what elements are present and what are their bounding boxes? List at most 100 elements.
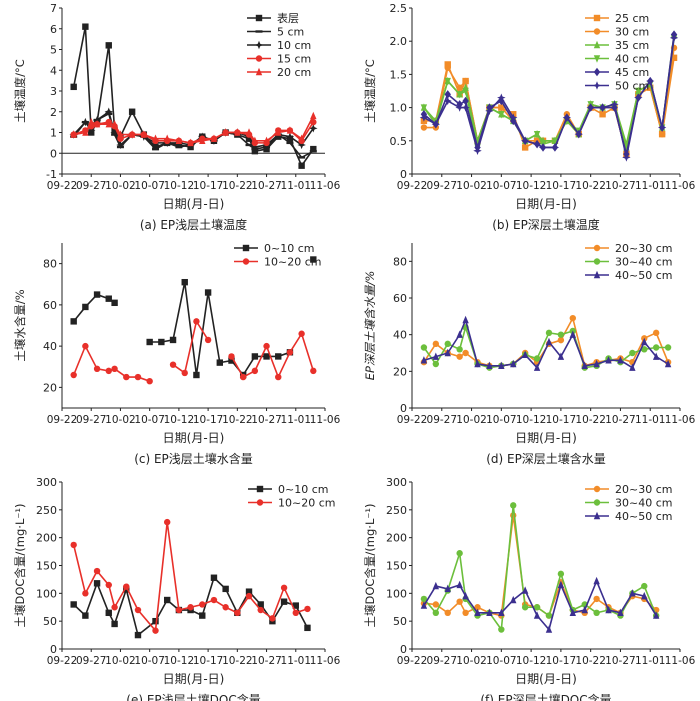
data-point	[641, 337, 648, 346]
legend-item: 20~30 cm	[585, 483, 672, 496]
data-point	[245, 143, 253, 147]
data-point	[462, 591, 469, 600]
legend-marker	[593, 40, 601, 49]
y-tick-label: 150	[386, 560, 407, 573]
x-tick-label: 10-27	[605, 414, 636, 426]
data-point	[557, 570, 565, 578]
data-point	[164, 518, 171, 526]
data-point	[263, 342, 270, 350]
x-tick-label: 10-22	[575, 655, 606, 667]
data-point	[641, 591, 648, 600]
data-point	[474, 359, 481, 368]
data-point	[250, 142, 260, 152]
legend-label: 40 cm	[615, 53, 649, 66]
data-point	[432, 360, 440, 368]
data-point	[456, 353, 463, 360]
data-point	[70, 318, 77, 325]
data-point	[533, 611, 541, 619]
data-point	[419, 113, 429, 122]
data-point	[175, 136, 183, 144]
series	[70, 111, 317, 147]
legend-item: 10~20 cm	[248, 497, 335, 510]
data-point	[164, 134, 171, 142]
series-line	[73, 115, 315, 144]
x-tick-label: 11-06	[665, 414, 696, 426]
data-point	[181, 278, 188, 286]
data-point	[557, 331, 565, 338]
data-point	[111, 620, 118, 628]
y-tick-label: 0	[50, 147, 57, 160]
legend-marker	[255, 14, 263, 22]
x-tick-label: 10-27	[251, 655, 282, 667]
chart-caption: (b) EP深层土壤温度	[492, 217, 600, 232]
x-tick-label: 09-22	[47, 414, 78, 426]
legend-marker	[255, 30, 263, 33]
data-point	[533, 355, 541, 362]
legend-marker	[593, 14, 601, 22]
chart-panel: 05010015020025030009-2209-2710-0210-0710…	[13, 476, 341, 701]
legend-item: 30~40 cm	[585, 256, 672, 269]
legend-item: 20~30 cm	[585, 242, 672, 255]
data-point	[152, 617, 159, 625]
data-point	[152, 627, 159, 634]
data-point	[82, 128, 89, 136]
y-tick-label: 60	[43, 299, 57, 312]
legend-marker	[254, 40, 264, 50]
y-tick-label: 3	[50, 85, 57, 98]
x-tick-label: 10-22	[575, 414, 606, 426]
data-point	[641, 346, 648, 353]
data-point	[593, 609, 600, 617]
y-tick-label: 0	[400, 168, 407, 181]
x-tick-label: 10-12	[164, 655, 195, 667]
y-tick-label: 80	[43, 258, 57, 271]
data-point	[193, 371, 200, 379]
x-tick-label: 10-12	[164, 414, 195, 426]
legend-item: 10~20 cm	[234, 256, 321, 269]
data-point	[105, 42, 112, 49]
data-point	[473, 146, 482, 155]
data-point	[550, 143, 560, 152]
series-line	[423, 324, 669, 369]
data-point	[234, 609, 241, 617]
data-point	[93, 365, 101, 373]
data-point	[532, 139, 542, 149]
legend-item: 35 cm	[585, 39, 649, 52]
data-point	[610, 100, 619, 109]
x-tick-label: 10-12	[516, 655, 547, 667]
y-axis-label: 土壤温度/°C	[363, 59, 377, 123]
data-point	[652, 344, 660, 351]
data-point	[169, 336, 177, 344]
data-point	[310, 145, 317, 153]
y-tick-label: 0.5	[390, 135, 408, 148]
data-point	[569, 314, 576, 322]
legend-marker	[256, 485, 264, 493]
data-point	[593, 595, 600, 603]
data-point	[216, 359, 223, 366]
data-point	[152, 147, 160, 151]
x-tick-label: 10-12	[516, 414, 547, 426]
y-axis-label: 土壤DOC含量/(mg·L⁻¹)	[13, 503, 27, 627]
data-point	[652, 352, 660, 360]
legend-marker	[593, 244, 601, 252]
data-point	[617, 356, 624, 364]
data-point	[105, 367, 112, 375]
data-point	[93, 580, 101, 587]
series	[420, 314, 672, 370]
data-point	[134, 373, 142, 381]
data-point	[152, 134, 159, 142]
legend-label: 0~10 cm	[264, 242, 314, 255]
y-tick-label: 100	[36, 587, 57, 600]
series-line	[423, 578, 657, 632]
data-point	[169, 361, 177, 368]
data-point	[70, 371, 77, 379]
x-tick-label: 09-27	[427, 180, 458, 192]
data-point	[210, 134, 218, 142]
data-point	[444, 90, 451, 99]
data-point	[263, 353, 270, 360]
x-tick-label: 10-02	[456, 655, 487, 667]
data-point	[569, 330, 576, 338]
x-tick-label: 09-22	[47, 655, 78, 667]
data-point	[269, 615, 276, 622]
data-point	[599, 111, 606, 118]
data-point	[652, 329, 660, 337]
